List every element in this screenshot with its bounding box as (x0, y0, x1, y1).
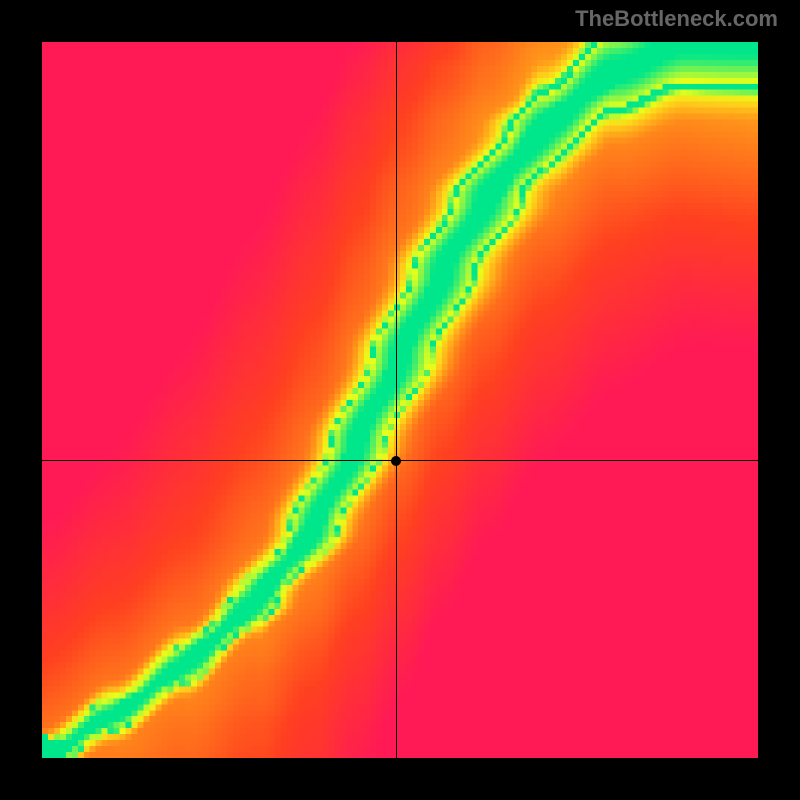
crosshair-vertical (396, 42, 397, 758)
branding-text: TheBottleneck.com (575, 6, 778, 32)
heatmap-canvas (42, 42, 758, 758)
chart-container: TheBottleneck.com (0, 0, 800, 800)
